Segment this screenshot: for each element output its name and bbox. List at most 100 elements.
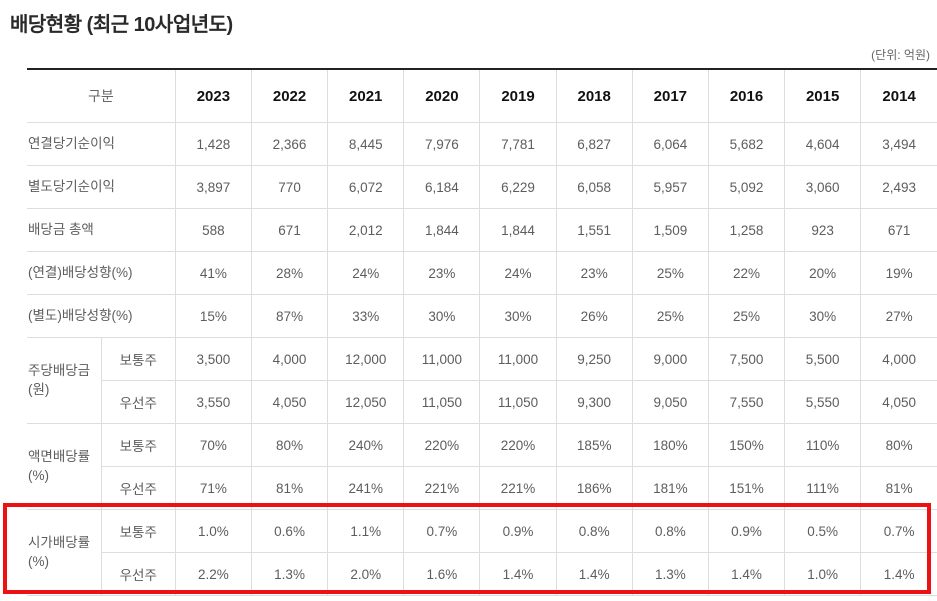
row-label: 별도당기순이익 (27, 165, 176, 209)
cell-value: 12,050 (327, 380, 404, 424)
cell-value: 8,445 (327, 122, 404, 166)
cell-value: 0.5% (784, 509, 861, 553)
cell-value: 3,500 (174, 337, 252, 381)
cell-value: 7,976 (403, 122, 480, 166)
cell-value: 81% (250, 466, 328, 510)
cell-value: 1.4% (555, 552, 633, 596)
year-header: 2022 (250, 68, 328, 123)
table-row: 배당금 총액 588 671 2,012 1,844 1,844 1,551 1,509 1,2… (27, 208, 937, 252)
table-row: 연결당기순이익 1,428 2,366 8,445 7,976 7,781 6,827 6,0… (27, 122, 937, 166)
cell-value: 0.6% (250, 509, 328, 553)
cell-value: 671 (860, 208, 937, 252)
cell-value: 9,050 (631, 380, 709, 424)
cell-value: 220% (479, 423, 557, 467)
cell-value: 671 (250, 208, 328, 252)
cell-value: 1.4% (479, 552, 557, 596)
cell-value: 9,000 (631, 337, 709, 381)
cell-value: 6,064 (631, 122, 709, 166)
cell-value: 1,428 (174, 122, 252, 166)
year-header: 2017 (631, 68, 709, 123)
table-row: 우선주 3,550 4,050 12,050 11,050 11,050 9,300 9,05… (27, 380, 937, 424)
cell-value: 71% (174, 466, 252, 510)
cell-value: 5,957 (631, 165, 709, 209)
table-row: 별도당기순이익 3,897 770 6,072 6,184 6,229 6,058 5,957… (27, 165, 937, 209)
cell-value: 4,050 (250, 380, 328, 424)
cell-value: 0.8% (631, 509, 709, 553)
cell-value: 80% (860, 423, 937, 467)
cell-value: 1.3% (631, 552, 709, 596)
year-header: 2018 (555, 68, 633, 123)
page-title: 배당현황 (최근 10사업년도) (10, 14, 233, 36)
cell-value: 28% (250, 251, 328, 295)
cell-value: 30% (784, 294, 861, 338)
cell-value: 87% (250, 294, 328, 338)
cell-value: 25% (631, 294, 709, 338)
cell-value: 240% (327, 423, 404, 467)
cell-value: 7,550 (707, 380, 785, 424)
row-label: 주당배당금 (원) (27, 337, 102, 424)
cell-value: 4,050 (860, 380, 937, 424)
cell-value: 23% (555, 251, 633, 295)
corner-header: 구분 (27, 68, 176, 123)
cell-value: 70% (174, 423, 252, 467)
cell-value: 7,500 (707, 337, 785, 381)
cell-value: 19% (860, 251, 937, 295)
cell-value: 0.8% (555, 509, 633, 553)
row-sublabel: 우선주 (100, 380, 176, 424)
cell-value: 26% (555, 294, 633, 338)
cell-value: 30% (403, 294, 480, 338)
cell-value: 0.9% (707, 509, 785, 553)
cell-value: 3,897 (174, 165, 252, 209)
year-header: 2023 (174, 68, 252, 123)
table-row: (별도)배당성향(%) 15% 87% 33% 30% 30% 26% 25% 25% 30% 27… (27, 294, 937, 338)
row-sublabel: 보통주 (100, 423, 176, 467)
table-row: 우선주 71% 81% 241% 221% 221% 186% 181% 151% 111% 81% (27, 466, 937, 510)
cell-value: 4,000 (860, 337, 937, 381)
row-label: 배당금 총액 (27, 208, 176, 252)
cell-value: 11,000 (403, 337, 480, 381)
cell-value: 41% (174, 251, 252, 295)
table-row: 우선주 2.2% 1.3% 2.0% 1.6% 1.4% 1.4% 1.3% 1.4% 1.0% 1… (27, 552, 937, 596)
cell-value: 3,060 (784, 165, 861, 209)
cell-value: 6,072 (327, 165, 404, 209)
year-header: 2020 (403, 68, 480, 123)
cell-value: 3,550 (174, 380, 252, 424)
table-row: 주당배당금 (원) 보통주 3,500 4,000 12,000 11,000 11,000… (27, 337, 937, 424)
cell-value: 1,844 (403, 208, 480, 252)
row-label: 연결당기순이익 (27, 122, 176, 166)
cell-value: 923 (784, 208, 861, 252)
cell-value: 110% (784, 423, 861, 467)
cell-value: 111% (784, 466, 861, 510)
cell-value: 6,229 (479, 165, 557, 209)
dividend-table: 구분 2023 2022 2021 2020 2019 2018 2017 2016 2015 20… (27, 68, 937, 596)
cell-value: 24% (327, 251, 404, 295)
cell-value: 24% (479, 251, 557, 295)
table-row: (연결)배당성향(%) 41% 28% 24% 23% 24% 23% 25% 22% 20% 19… (27, 251, 937, 295)
cell-value: 2.2% (174, 552, 252, 596)
year-header: 2014 (860, 68, 937, 123)
cell-value: 1.4% (707, 552, 785, 596)
cell-value: 15% (174, 294, 252, 338)
cell-value: 11,000 (479, 337, 557, 381)
header-row: 구분 2023 2022 2021 2020 2019 2018 2017 2016 2015 20… (27, 68, 937, 123)
cell-value: 5,092 (707, 165, 785, 209)
year-header: 2021 (327, 68, 404, 123)
cell-value: 220% (403, 423, 480, 467)
cell-value: 0.7% (860, 509, 937, 553)
cell-value: 6,058 (555, 165, 633, 209)
row-label: (별도)배당성향(%) (27, 294, 176, 338)
cell-value: 1.0% (784, 552, 861, 596)
cell-value: 9,250 (555, 337, 633, 381)
cell-value: 4,000 (250, 337, 328, 381)
cell-value: 7,781 (479, 122, 557, 166)
cell-value: 25% (631, 251, 709, 295)
year-header: 2016 (707, 68, 785, 123)
cell-value: 12,000 (327, 337, 404, 381)
cell-value: 180% (631, 423, 709, 467)
cell-value: 9,300 (555, 380, 633, 424)
cell-value: 181% (631, 466, 709, 510)
unit-note: (단위: 억원) (871, 48, 930, 62)
cell-value: 81% (860, 466, 937, 510)
cell-value: 221% (479, 466, 557, 510)
